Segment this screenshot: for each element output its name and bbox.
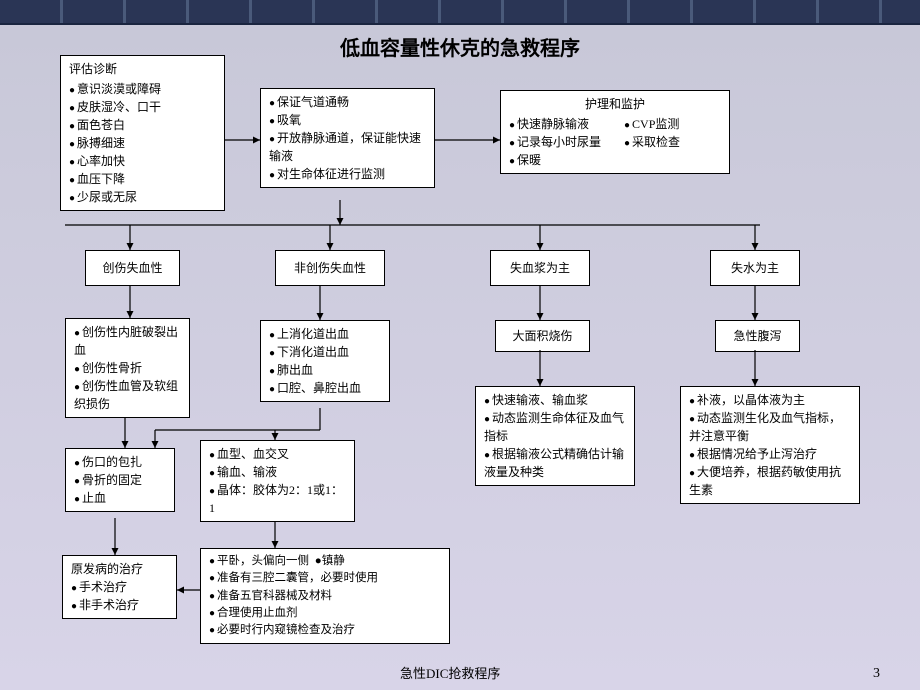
li: 保证气道通畅: [269, 93, 426, 111]
li: 意识淡漠或障碍: [69, 80, 216, 98]
li: 根据输液公式精确估计输液量及种类: [484, 445, 626, 481]
li: 快速输液、输血浆: [484, 391, 626, 409]
li: 止血: [74, 489, 166, 507]
box-c3b: 快速输液、输血浆 动态监测生命体征及血气指标 根据输液公式精确估计输液量及种类: [475, 386, 635, 486]
li: 肺出血: [269, 361, 381, 379]
li: 下消化道出血: [269, 343, 381, 361]
li: 动态监测生化及血气指标，并注意平衡: [689, 409, 851, 445]
box-c1c: 原发病的治疗 手术治疗 非手术治疗: [62, 555, 177, 619]
li: 准备有三腔二囊管，必要时使用: [209, 570, 441, 587]
li: 吸氧: [269, 111, 426, 129]
li: 口腔、鼻腔出血: [269, 379, 381, 397]
li: 伤口的包扎: [74, 453, 166, 471]
li: 创伤性骨折: [74, 359, 181, 377]
li: 必要时行内窥镜检查及治疗: [209, 622, 441, 639]
li: CVP监测: [624, 115, 721, 133]
li: 创伤性血管及软组织损伤: [74, 377, 181, 413]
li: 皮肤湿冷、口干: [69, 98, 216, 116]
li: 平卧，头偏向一侧 ●镇静: [209, 553, 441, 570]
li: 补液，以晶体液为主: [689, 391, 851, 409]
li: 根据情况给予止泻治疗: [689, 445, 851, 463]
li: 骨折的固定: [74, 471, 166, 489]
box-c1b: 伤口的包扎 骨折的固定 止血: [65, 448, 175, 512]
li: 创伤性内脏破裂出血: [74, 323, 181, 359]
li: 少尿或无尿: [69, 188, 216, 206]
li: 心率加快: [69, 152, 216, 170]
footer-text: 急性DIC抢救程序: [400, 663, 500, 682]
brick-header: [0, 0, 920, 25]
assess-list: 意识淡漠或障碍 皮肤湿冷、口干 面色苍白 脉搏细速 心率加快 血压下降 少尿或无…: [69, 80, 216, 206]
li: 记录每小时尿量: [509, 133, 606, 151]
nursing-left: 快速静脉输液 记录每小时尿量 保暖: [509, 115, 606, 169]
box-c2c: 平卧，头偏向一侧 ●镇静 准备有三腔二囊管，必要时使用 准备五官科器械及材料 合…: [200, 548, 450, 644]
li: 采取检查: [624, 133, 721, 151]
li: 大便培养，根据药敏使用抗生素: [689, 463, 851, 499]
nursing-header: 护理和监护: [509, 95, 721, 113]
li: 晶体：胶体为2：1或1：1: [209, 481, 346, 517]
box-c3a: 大面积烧伤: [495, 320, 590, 352]
box-cat2: 非创伤失血性: [275, 250, 385, 286]
li: 血型、血交叉: [209, 445, 346, 463]
box-nursing: 护理和监护 快速静脉输液 记录每小时尿量 保暖 CVP监测 采取检查: [500, 90, 730, 174]
li: 脉搏细速: [69, 134, 216, 152]
li: 开放静脉通道，保证能快速输液: [269, 129, 426, 165]
li: 血压下降: [69, 170, 216, 188]
box-cat4: 失水为主: [710, 250, 800, 286]
li: 准备五官科器械及材料: [209, 588, 441, 605]
c1c-header: 原发病的治疗: [71, 560, 168, 578]
li: 非手术治疗: [71, 596, 168, 614]
box-c4a: 急性腹泻: [715, 320, 800, 352]
assess-header: 评估诊断: [69, 60, 216, 78]
page-number: 3: [873, 666, 880, 682]
box-cat3: 失血浆为主: [490, 250, 590, 286]
li: 保暖: [509, 151, 606, 169]
box-cat1: 创伤失血性: [85, 250, 180, 286]
nursing-right: CVP监测 采取检查: [624, 115, 721, 169]
li: 面色苍白: [69, 116, 216, 134]
box-c4b: 补液，以晶体液为主 动态监测生化及血气指标，并注意平衡 根据情况给予止泻治疗 大…: [680, 386, 860, 504]
li: 快速静脉输液: [509, 115, 606, 133]
li: 手术治疗: [71, 578, 168, 596]
li: 合理使用止血剂: [209, 605, 441, 622]
li: 输血、输液: [209, 463, 346, 481]
li: 对生命体征进行监测: [269, 165, 426, 183]
box-assess: 评估诊断 意识淡漠或障碍 皮肤湿冷、口干 面色苍白 脉搏细速 心率加快 血压下降…: [60, 55, 225, 211]
box-airway: 保证气道通畅 吸氧 开放静脉通道，保证能快速输液 对生命体征进行监测: [260, 88, 435, 188]
box-c2b: 血型、血交叉 输血、输液 晶体：胶体为2：1或1：1: [200, 440, 355, 522]
box-c1a: 创伤性内脏破裂出血 创伤性骨折 创伤性血管及软组织损伤: [65, 318, 190, 418]
airway-list: 保证气道通畅 吸氧 开放静脉通道，保证能快速输液 对生命体征进行监测: [269, 93, 426, 183]
li: 上消化道出血: [269, 325, 381, 343]
li: 动态监测生命体征及血气指标: [484, 409, 626, 445]
box-c2a: 上消化道出血 下消化道出血 肺出血 口腔、鼻腔出血: [260, 320, 390, 402]
